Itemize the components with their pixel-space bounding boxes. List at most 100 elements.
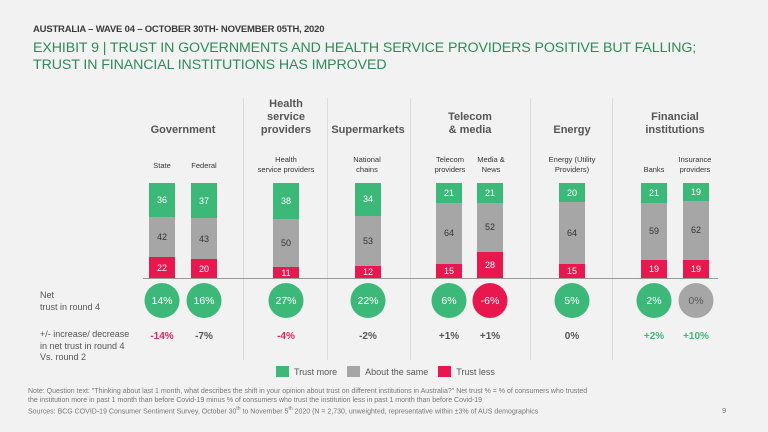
bar-value-label: 50 — [280, 238, 291, 249]
category-label-line: providers — [434, 165, 466, 174]
category-label-line: chains — [356, 165, 378, 174]
legend-swatch-about-same — [347, 366, 361, 377]
bar-value-label: 20 — [566, 187, 577, 198]
legend: Trust more About the same Trust less — [276, 366, 495, 377]
bar-segment-trust-less: 11 — [273, 267, 299, 278]
net-trust-change: -2% — [359, 331, 377, 342]
group-divider — [327, 98, 328, 360]
legend-label: Trust more — [294, 366, 338, 377]
bar-segment-trust-less: 15 — [559, 263, 585, 278]
group-title-line: Financial — [651, 111, 699, 123]
group-title-energy: Energy — [553, 124, 591, 136]
legend-label: About the same — [365, 366, 429, 377]
net-trust-circle: 27% — [268, 283, 304, 318]
net-trust-circle: 5% — [554, 283, 590, 318]
net-trust-change: -7% — [195, 331, 213, 342]
bar-value-label: 34 — [362, 194, 373, 205]
bar-segment-about-same: 53 — [355, 215, 381, 267]
bar-segment-trust-more: 21 — [641, 183, 667, 204]
bar-segment-trust-less: 28 — [477, 251, 503, 278]
category-label-line: News — [481, 165, 501, 174]
bar-segment-trust-more: 37 — [191, 183, 217, 219]
net-trust-change: +1% — [479, 331, 501, 342]
category-label-line: Health — [275, 155, 297, 164]
legend-item-about-same: About the same — [347, 366, 428, 377]
bar-segment-about-same: 64 — [436, 202, 462, 264]
bar-value-label: 22 — [156, 262, 167, 273]
net-trust-change: -4% — [277, 331, 295, 342]
category-label-line: National — [353, 155, 381, 164]
sources-text: Sources: BCG COVID-19 Consumer Sentiment… — [28, 408, 237, 416]
bar-value-label: 11 — [281, 267, 291, 278]
bar-segment-about-same: 64 — [559, 202, 585, 264]
category-label-line: service providers — [257, 165, 315, 174]
bar-value-label: 19 — [690, 187, 701, 198]
page-number: 9 — [722, 406, 727, 415]
bar-value-label: 59 — [648, 226, 659, 237]
bar-value-label: 21 — [484, 187, 495, 198]
bar-segment-trust-more: 21 — [477, 183, 503, 203]
group-title-telecom: Telecom & media — [448, 111, 492, 137]
bar-segment-trust-more: 21 — [436, 183, 462, 203]
sources-line: Sources: BCG COVID-19 Consumer Sentiment… — [28, 405, 538, 416]
legend-label: Trust less — [456, 366, 495, 377]
group-title-line: Telecom — [448, 111, 492, 123]
exhibit-title-line-2: TRUST IN FINANCIAL INSTITUTIONS HAS IMPR… — [33, 57, 387, 73]
bar-value-label: 19 — [690, 263, 701, 274]
bar-value-label: 43 — [198, 233, 209, 244]
sources-text: to November 5 — [240, 408, 289, 416]
bar-segment-trust-more: 20 — [559, 183, 585, 203]
bar-segment-trust-less: 20 — [191, 259, 217, 278]
bar-segment-trust-more: 19 — [683, 183, 709, 202]
bar-value-label: 62 — [690, 225, 701, 236]
bar-value-label: 53 — [362, 236, 373, 247]
bar-segment-about-same: 43 — [191, 218, 217, 259]
category-label-media: Media & News — [477, 155, 505, 175]
net-trust-circle: 6% — [431, 283, 467, 318]
category-label-line: Insurance — [678, 155, 712, 164]
category-label-national-chains: National chains — [353, 155, 381, 175]
footnote-line-2: the institution more in past 1 month tha… — [28, 397, 483, 404]
legend-item-trust-more: Trust more — [276, 366, 337, 377]
bar-segment-about-same: 50 — [273, 219, 299, 268]
bar-value-label: 42 — [156, 232, 167, 243]
category-label-state: State — [153, 161, 171, 170]
category-label-federal: Federal — [191, 161, 217, 170]
category-label-line: Media & — [477, 155, 505, 164]
sources-text: 2020 (N = 2,730, unweighted, representat… — [292, 408, 539, 416]
bar-value-label: 38 — [280, 196, 291, 207]
chart-baseline — [143, 278, 718, 279]
category-label-line: Providers) — [554, 165, 590, 174]
row-label-line: trust in round 4 — [40, 301, 101, 312]
bar-value-label: 12 — [362, 267, 373, 278]
group-title-line: institutions — [645, 124, 705, 136]
net-trust-circle: 14% — [144, 283, 180, 318]
net-trust-circle: -6% — [472, 283, 508, 318]
bar-segment-trust-more: 38 — [273, 183, 299, 220]
bar-segment-about-same: 52 — [477, 202, 503, 252]
row-label-line: in net trust in round 4 — [40, 340, 125, 351]
category-label-line: Energy (Utility — [548, 155, 596, 164]
group-title-line: & media — [448, 124, 492, 136]
net-trust-row-label: Net trust in round 4 — [40, 290, 100, 313]
bar-segment-trust-less: 22 — [149, 257, 175, 278]
category-label-insurance: Insurance providers — [679, 155, 712, 175]
bar-segment-about-same: 62 — [683, 201, 709, 260]
net-trust-circle: 22% — [350, 283, 386, 318]
bar-value-label: 21 — [443, 187, 454, 198]
net-trust-circle: 16% — [186, 283, 222, 318]
footnote-line-1: Note: Question text: "Thinking about las… — [28, 388, 588, 395]
group-title-supermarkets: Supermarkets — [331, 124, 405, 136]
bar-value-label: 19 — [648, 263, 659, 274]
change-row-label: +/- increase/ decrease in net trust in r… — [40, 329, 129, 364]
bar-value-label: 15 — [566, 265, 577, 276]
bar-segment-trust-less: 19 — [641, 259, 667, 278]
row-label-line: Net — [40, 290, 55, 300]
group-title-financial: Financial institutions — [645, 111, 704, 137]
row-label-line: Vs. round 2 — [40, 352, 87, 362]
bar-segment-trust-less: 12 — [355, 266, 381, 278]
group-title-line: Health — [269, 98, 303, 110]
bar-value-label: 64 — [566, 227, 577, 238]
net-trust-change: -14% — [150, 331, 174, 342]
bar-value-label: 15 — [443, 265, 454, 276]
